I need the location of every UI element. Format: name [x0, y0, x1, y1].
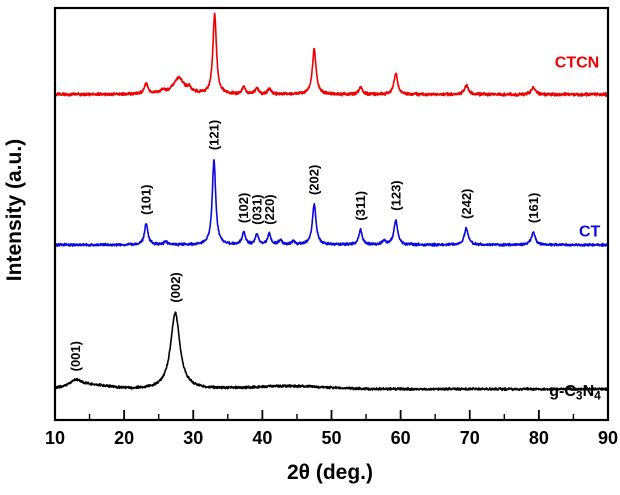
series-label-g-c3n4: g-C3N4 — [549, 383, 601, 403]
x-tick-label: 10 — [45, 428, 65, 448]
peak-label: (161) — [526, 193, 541, 223]
series-curve-ct — [54, 159, 609, 248]
x-tick-label: 30 — [183, 428, 203, 448]
y-axis-title: Intensity (a.u.) — [3, 138, 26, 282]
peak-label: (002) — [168, 272, 183, 302]
peak-label: (102) — [236, 193, 251, 223]
peak-label: (242) — [459, 189, 474, 219]
peak-label: (001) — [68, 341, 83, 371]
x-tick-label: 40 — [252, 428, 272, 448]
x-tick-label: 50 — [321, 428, 341, 448]
x-tick-label: 20 — [114, 428, 134, 448]
series-curve-g-c3n4 — [54, 311, 609, 392]
x-tick-label: 60 — [391, 428, 411, 448]
peak-label: (123) — [388, 180, 403, 210]
peak-label: (220) — [262, 194, 277, 224]
x-tick-label: 70 — [460, 428, 480, 448]
series-label-ctcn: CTCN — [555, 55, 599, 72]
peak-label: (101) — [139, 184, 154, 214]
peak-label: (031) — [249, 194, 264, 224]
plot-frame — [53, 6, 610, 422]
x-tick-label: 90 — [598, 428, 618, 448]
series-curve-ctcn — [54, 12, 609, 97]
peak-label: (121) — [206, 120, 221, 150]
x-axis-title: 2θ (deg.) — [286, 461, 374, 484]
x-tick-label: 80 — [529, 428, 549, 448]
series-label-ct: CT — [579, 224, 601, 241]
peak-label: (202) — [307, 165, 322, 195]
peak-label: (311) — [353, 191, 368, 221]
